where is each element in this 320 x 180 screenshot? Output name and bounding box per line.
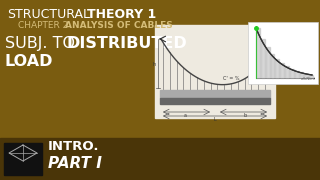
Text: h: h bbox=[153, 62, 156, 66]
Text: a: a bbox=[183, 113, 187, 118]
Text: L: L bbox=[214, 117, 216, 122]
Bar bbox=[295, 71, 299, 78]
Text: b: b bbox=[244, 113, 247, 118]
Text: THEORY 1: THEORY 1 bbox=[87, 8, 156, 21]
Bar bbox=[160, 98, 270, 104]
Text: STRUCTURAL: STRUCTURAL bbox=[7, 8, 90, 21]
Text: C' = %: C' = % bbox=[223, 76, 239, 81]
Bar bbox=[155, 25, 275, 118]
Bar bbox=[300, 72, 303, 78]
Text: SUBJ. TO: SUBJ. TO bbox=[5, 36, 75, 51]
Bar bbox=[4, 143, 42, 175]
Bar bbox=[0, 138, 320, 180]
Text: PART I: PART I bbox=[48, 156, 102, 171]
Bar bbox=[248, 22, 318, 84]
Text: w(kN/m): w(kN/m) bbox=[301, 77, 316, 81]
Text: DISTRIBUTED: DISTRIBUTED bbox=[67, 36, 188, 51]
Bar bbox=[160, 90, 270, 98]
Bar bbox=[266, 47, 270, 78]
Bar bbox=[275, 59, 279, 78]
Bar bbox=[304, 74, 308, 78]
Bar bbox=[309, 75, 313, 78]
Text: CHAPTER 2: CHAPTER 2 bbox=[18, 21, 68, 30]
Text: INTRO.: INTRO. bbox=[48, 140, 100, 153]
Bar bbox=[285, 66, 289, 78]
Text: LOAD: LOAD bbox=[5, 54, 53, 69]
Text: ANALYSIS OF CABLES: ANALYSIS OF CABLES bbox=[65, 21, 173, 30]
Bar bbox=[290, 69, 294, 78]
Bar bbox=[256, 28, 260, 78]
Bar bbox=[280, 63, 284, 78]
Bar bbox=[261, 39, 265, 78]
Bar bbox=[270, 54, 275, 78]
